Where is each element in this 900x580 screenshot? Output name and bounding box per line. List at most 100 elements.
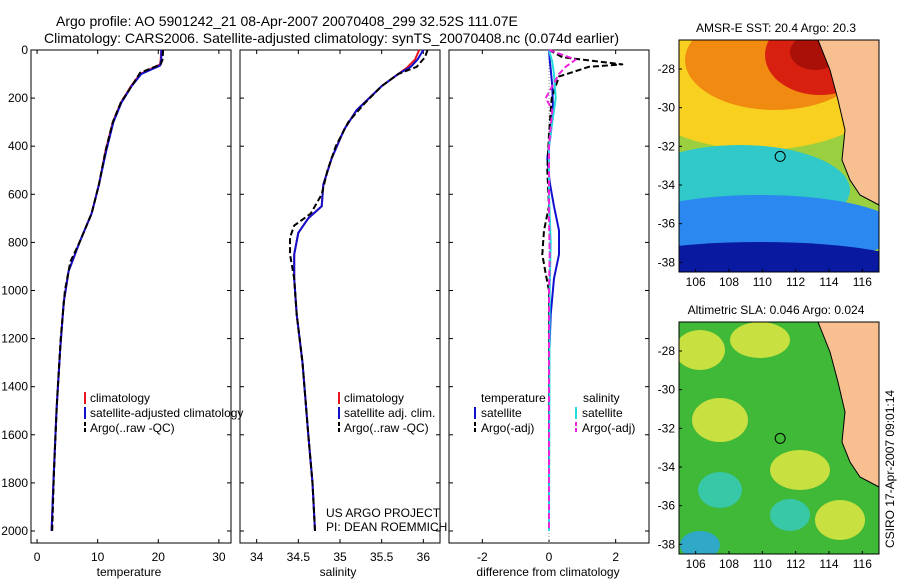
- legend-label-climatology: climatology: [344, 391, 404, 405]
- x-tick-label: 34.5: [287, 550, 311, 564]
- map-y-tick-label: -28: [658, 62, 676, 76]
- difference-legend: temperature salinity satellite Argo(-adj…: [474, 391, 635, 435]
- map-y-tick-label: -34: [658, 178, 676, 192]
- map-x-tick-label: 116: [853, 557, 872, 571]
- sla-map-field: [679, 322, 879, 554]
- sst-map-panel: AMSR-E SST: 20.4 Argo: 20.3 106 108 110 112…: [658, 21, 880, 289]
- series-line-climatology: [50, 49, 163, 532]
- y-tick-label: 400: [8, 139, 28, 153]
- map-y-tick-label: -36: [658, 217, 676, 231]
- series-line-salinity-argo-adj: [544, 49, 577, 531]
- project-label-line2: PI: DEAN ROEMMICH: [326, 520, 447, 534]
- sla-map-panel: Altimetric SLA: 0.046 Argo: 0.024 106 108…: [658, 303, 880, 571]
- salinity-axes-frame: [239, 49, 441, 544]
- x-tick-label: 0: [34, 550, 41, 564]
- map-y-tick-label: -28: [658, 344, 676, 358]
- legend-label-temp-argo: Argo(-adj): [481, 421, 534, 435]
- map-y-tick-label: -30: [658, 101, 676, 115]
- map-x-tick-label: 112: [786, 557, 805, 571]
- sst-map-frame: [678, 39, 880, 273]
- x-tick-label: 35.5: [370, 550, 394, 564]
- series-line-climatology: [293, 49, 421, 532]
- figure-title-line1: Argo profile: AO 5901242_21 08-Apr-2007 …: [56, 13, 518, 29]
- sla-argo-marker: [774, 432, 786, 444]
- sla-yellow-1: [679, 330, 725, 370]
- y-tick-label: 200: [8, 91, 28, 105]
- map-x-tick-label: 106: [686, 557, 706, 571]
- salinity-xlabel: salinity: [320, 565, 357, 579]
- y-tick-label: 1800: [1, 476, 28, 490]
- x-tick-label: 2: [612, 550, 619, 564]
- series-line-satellite-adjusted-climatology: [50, 50, 163, 532]
- salinity-series: [289, 49, 429, 532]
- x-tick-label: 36: [417, 550, 431, 564]
- map-x-tick-label: 114: [819, 275, 838, 289]
- map-x-tick-label: 106: [686, 275, 706, 289]
- temperature-xlabel: temperature: [97, 565, 162, 579]
- sst-argo-marker: [774, 150, 786, 162]
- sla-map-ticks: 106 108 110 112 114 116 -28 -30 -32 -34 -36 -38: [658, 344, 873, 571]
- map-x-tick-label: 110: [753, 275, 772, 289]
- x-tick-label: -2: [477, 550, 488, 564]
- legend-label-argo-raw: Argo(..raw -QC): [344, 421, 429, 435]
- y-tick-label: 800: [8, 235, 28, 249]
- legend-label-sal-satellite: satellite: [582, 406, 623, 420]
- sla-yellow-4: [770, 450, 830, 490]
- y-tick-label: 1000: [1, 283, 28, 297]
- salinity-ticks: 34 34.5 35 35.5 36: [240, 49, 440, 564]
- x-tick-label: 0: [546, 550, 553, 564]
- difference-series: [541, 49, 624, 532]
- x-tick-label: 34: [250, 550, 264, 564]
- legend-label-temp-satellite: satellite: [481, 406, 522, 420]
- series-line-argo-raw-qc: [51, 49, 165, 532]
- map-y-tick-label: -34: [658, 460, 676, 474]
- sla-yellow-3: [692, 398, 748, 442]
- map-y-tick-label: -38: [658, 537, 676, 551]
- map-x-tick-label: 116: [853, 275, 872, 289]
- map-x-tick-label: 114: [819, 557, 838, 571]
- difference-xlabel: difference from climatology: [476, 565, 619, 579]
- sla-yellow-2: [730, 322, 790, 358]
- project-label-line1: US ARGO PROJECT: [326, 506, 441, 520]
- map-x-tick-label: 110: [753, 557, 772, 571]
- figure-title-line2: Climatology: CARS2006. Satellite-adjuste…: [44, 30, 619, 46]
- map-x-tick-label: 108: [719, 557, 739, 571]
- map-y-tick-label: -38: [658, 255, 676, 269]
- legend-label-argo-raw: Argo(..raw -QC): [90, 421, 175, 435]
- temperature-panel: 0 10 20 30 0 200 400 600 800 1000 1200 1400 1600 1800…: [1, 43, 243, 579]
- sla-cyan-2: [770, 499, 810, 531]
- sla-map-frame: [678, 321, 880, 555]
- difference-panel: -2 0 2 difference from climatology tempera…: [448, 49, 650, 579]
- temperature-series: [50, 49, 165, 532]
- legend-label-sal-argo: Argo(-adj): [582, 421, 635, 435]
- sla-yellow-5: [815, 500, 865, 540]
- map-x-tick-label: 108: [719, 275, 739, 289]
- salinity-legend: climatology satellite adj. clim. Argo(..…: [338, 391, 435, 435]
- sla-map-title: Altimetric SLA: 0.046 Argo: 0.024: [688, 303, 865, 317]
- temperature-ticks: 0 10 20 30 0 200 400 600 800 1000 1200 1400 1600 1800…: [1, 43, 231, 564]
- x-tick-label: 10: [91, 550, 105, 564]
- y-tick-label: 1200: [1, 332, 28, 346]
- series-line-argo-raw-qc: [289, 49, 429, 532]
- legend-label-climatology: climatology: [90, 391, 150, 405]
- legend-label-satellite-adjusted: satellite-adjusted climatology: [90, 406, 243, 420]
- sst-coastline: [817, 40, 879, 206]
- sst-cold-navy: [679, 242, 879, 272]
- sst-map-ticks: 106 108 110 112 114 116 -28 -30 -32 -34 -36 -38: [658, 62, 873, 289]
- legend-title-salinity: salinity: [583, 391, 620, 405]
- y-tick-label: 0: [21, 43, 28, 57]
- y-tick-label: 1600: [1, 428, 28, 442]
- sla-cyan-3: [680, 531, 720, 554]
- sla-cyan-1: [698, 472, 742, 508]
- legend-title-temperature: temperature: [481, 391, 546, 405]
- sst-map-title: AMSR-E SST: 20.4 Argo: 20.3: [696, 21, 856, 35]
- y-tick-label: 600: [8, 187, 28, 201]
- map-y-tick-label: -30: [658, 383, 676, 397]
- x-tick-label: 35: [333, 550, 347, 564]
- y-tick-label: 2000: [1, 524, 28, 538]
- salinity-panel: 34 34.5 35 35.5 36 salinity climatology sate…: [239, 49, 447, 579]
- map-y-tick-label: -36: [658, 499, 676, 513]
- map-y-tick-label: -32: [658, 139, 676, 153]
- y-tick-label: 1400: [1, 380, 28, 394]
